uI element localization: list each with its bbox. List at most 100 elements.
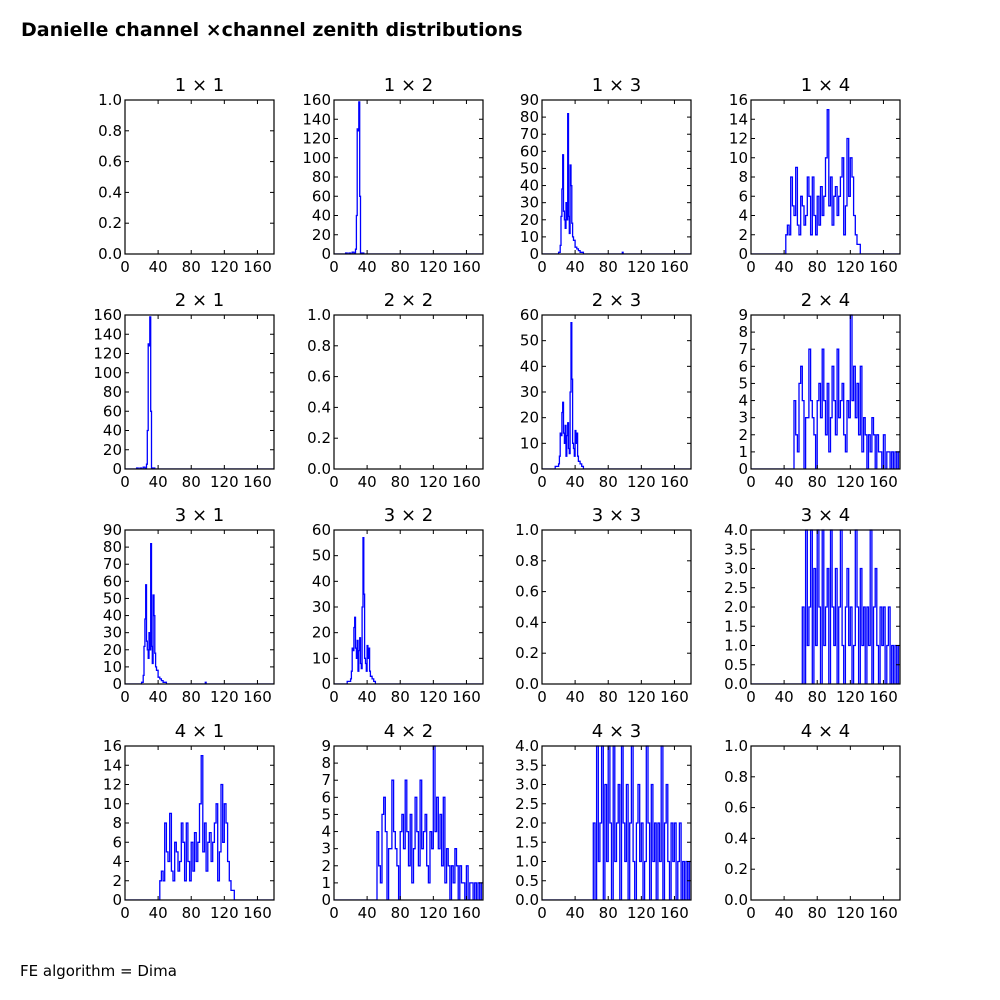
x-tick-label: 0 — [120, 473, 130, 491]
subplot-4-3: 0 40 80 120 160 0.00.51.0 1.52.02.53.0 3.54.0 4 … — [515, 721, 692, 922]
x-tick-label: 0 — [746, 473, 756, 491]
y-tick-label: 1 — [321, 874, 331, 892]
y-tick-label: 10 — [729, 149, 748, 167]
x-tick-label: 160 — [869, 473, 898, 491]
y-tick-label: 0 — [738, 460, 748, 478]
y-tick-label: 12 — [729, 130, 748, 148]
subplot-title: 2 × 3 — [592, 290, 641, 311]
axes-frame — [333, 314, 484, 470]
histogram-line — [334, 537, 483, 684]
x-tick-label: 120 — [210, 904, 239, 922]
y-tick-label: 1.0 — [724, 737, 748, 755]
y-tick-label: 5 — [738, 374, 748, 392]
x-tick-label: 0 — [537, 473, 547, 491]
x-tick-label: 80 — [599, 688, 618, 706]
x-tick-label: 120 — [419, 688, 448, 706]
subplot-title: 2 × 4 — [801, 290, 850, 311]
x-tick-label: 160 — [243, 473, 272, 491]
subplot-1-1: 0 40 80 120 160 0.0 0.2 0.4 0.6 0.8 1.0 1 × 1 — [98, 75, 275, 276]
y-tick-label: 10 — [520, 228, 539, 246]
x-tick-label: 0 — [537, 688, 547, 706]
x-tick-label: 160 — [869, 688, 898, 706]
y-tick-label: 0.0 — [307, 460, 331, 478]
subplot-title: 1 × 3 — [592, 75, 641, 96]
x-tick-label: 40 — [149, 258, 168, 276]
y-tick-label: 70 — [103, 555, 122, 573]
x-tick-label: 0 — [746, 258, 756, 276]
y-tick-label: 14 — [729, 110, 748, 128]
x-tick-label: 40 — [775, 904, 794, 922]
y-tick-label: 16 — [103, 737, 122, 755]
y-tick-label: 30 — [520, 383, 539, 401]
y-tick-label: 1.0 — [724, 637, 748, 655]
x-tick-label: 160 — [243, 258, 272, 276]
y-tick-label: 100 — [93, 364, 122, 382]
y-tick-label: 40 — [103, 422, 122, 440]
subplot-title: 4 × 2 — [384, 721, 433, 742]
y-tick-label: 0 — [321, 245, 331, 263]
x-tick-label: 40 — [149, 473, 168, 491]
y-tick-label: 20 — [520, 409, 539, 427]
x-tick-label: 120 — [836, 473, 865, 491]
x-tick-label: 160 — [869, 258, 898, 276]
x-tick-label: 80 — [182, 258, 201, 276]
subplot-title: 4 × 1 — [175, 721, 224, 742]
y-tick-label: 80 — [520, 108, 539, 126]
x-tick-label: 160 — [660, 473, 689, 491]
y-tick-label: 7 — [738, 340, 748, 358]
x-tick-label: 40 — [358, 688, 377, 706]
x-tick-label: 160 — [243, 688, 272, 706]
y-tick-label: 100 — [302, 149, 331, 167]
y-tick-label: 8 — [738, 168, 748, 186]
x-tick-label: 160 — [452, 904, 481, 922]
x-tick-label: 40 — [358, 473, 377, 491]
y-tick-label: 0.2 — [515, 644, 539, 662]
y-tick-label: 40 — [520, 357, 539, 375]
x-tick-label: 120 — [210, 473, 239, 491]
y-tick-label: 1.0 — [515, 853, 539, 871]
y-tick-label: 2.5 — [724, 579, 748, 597]
y-tick-label: 0.6 — [515, 583, 539, 601]
x-tick-label: 160 — [452, 258, 481, 276]
x-tick-label: 40 — [566, 904, 585, 922]
y-tick-label: 0 — [529, 245, 539, 263]
y-tick-label: 0.0 — [98, 245, 122, 263]
subplot-4-4: 0 40 80 120 160 0.0 0.2 0.4 0.6 0.8 1.0 4 × 4 — [724, 721, 901, 922]
y-tick-label: 1.5 — [515, 833, 539, 851]
y-tick-label: 2.5 — [515, 795, 539, 813]
y-tick-label: 0.2 — [98, 214, 122, 232]
histogram-line — [751, 529, 900, 684]
y-tick-label: 4.0 — [515, 737, 539, 755]
x-tick-label: 80 — [599, 904, 618, 922]
x-tick-label: 160 — [660, 904, 689, 922]
y-tick-label: 0.4 — [307, 398, 331, 416]
y-tick-label: 0.5 — [515, 872, 539, 890]
axes-frame — [124, 529, 275, 685]
histogram-line — [125, 316, 274, 469]
x-tick-label: 0 — [329, 904, 339, 922]
x-tick-label: 80 — [599, 473, 618, 491]
y-tick-label: 20 — [312, 624, 331, 642]
y-tick-label: 4 — [321, 823, 331, 841]
y-tick-label: 0 — [112, 460, 122, 478]
y-tick-label: 5 — [321, 805, 331, 823]
y-tick-label: 80 — [103, 383, 122, 401]
axes-frame — [750, 314, 901, 470]
x-tick-label: 80 — [182, 904, 201, 922]
x-tick-label: 120 — [627, 473, 656, 491]
y-tick-label: 50 — [312, 547, 331, 565]
x-tick-label: 120 — [419, 904, 448, 922]
x-tick-label: 0 — [329, 473, 339, 491]
y-tick-label: 0.4 — [724, 829, 748, 847]
y-tick-label: 20 — [103, 441, 122, 459]
y-tick-label: 9 — [738, 306, 748, 324]
x-tick-label: 80 — [599, 258, 618, 276]
y-tick-label: 3.0 — [724, 560, 748, 578]
subplot-title: 3 × 1 — [175, 505, 224, 526]
y-tick-label: 8 — [738, 323, 748, 341]
footer-note: FE algorithm = Dima — [20, 962, 177, 980]
y-tick-label: 3 — [738, 409, 748, 427]
y-tick-label: 60 — [103, 402, 122, 420]
subplot-title: 1 × 2 — [384, 75, 433, 96]
